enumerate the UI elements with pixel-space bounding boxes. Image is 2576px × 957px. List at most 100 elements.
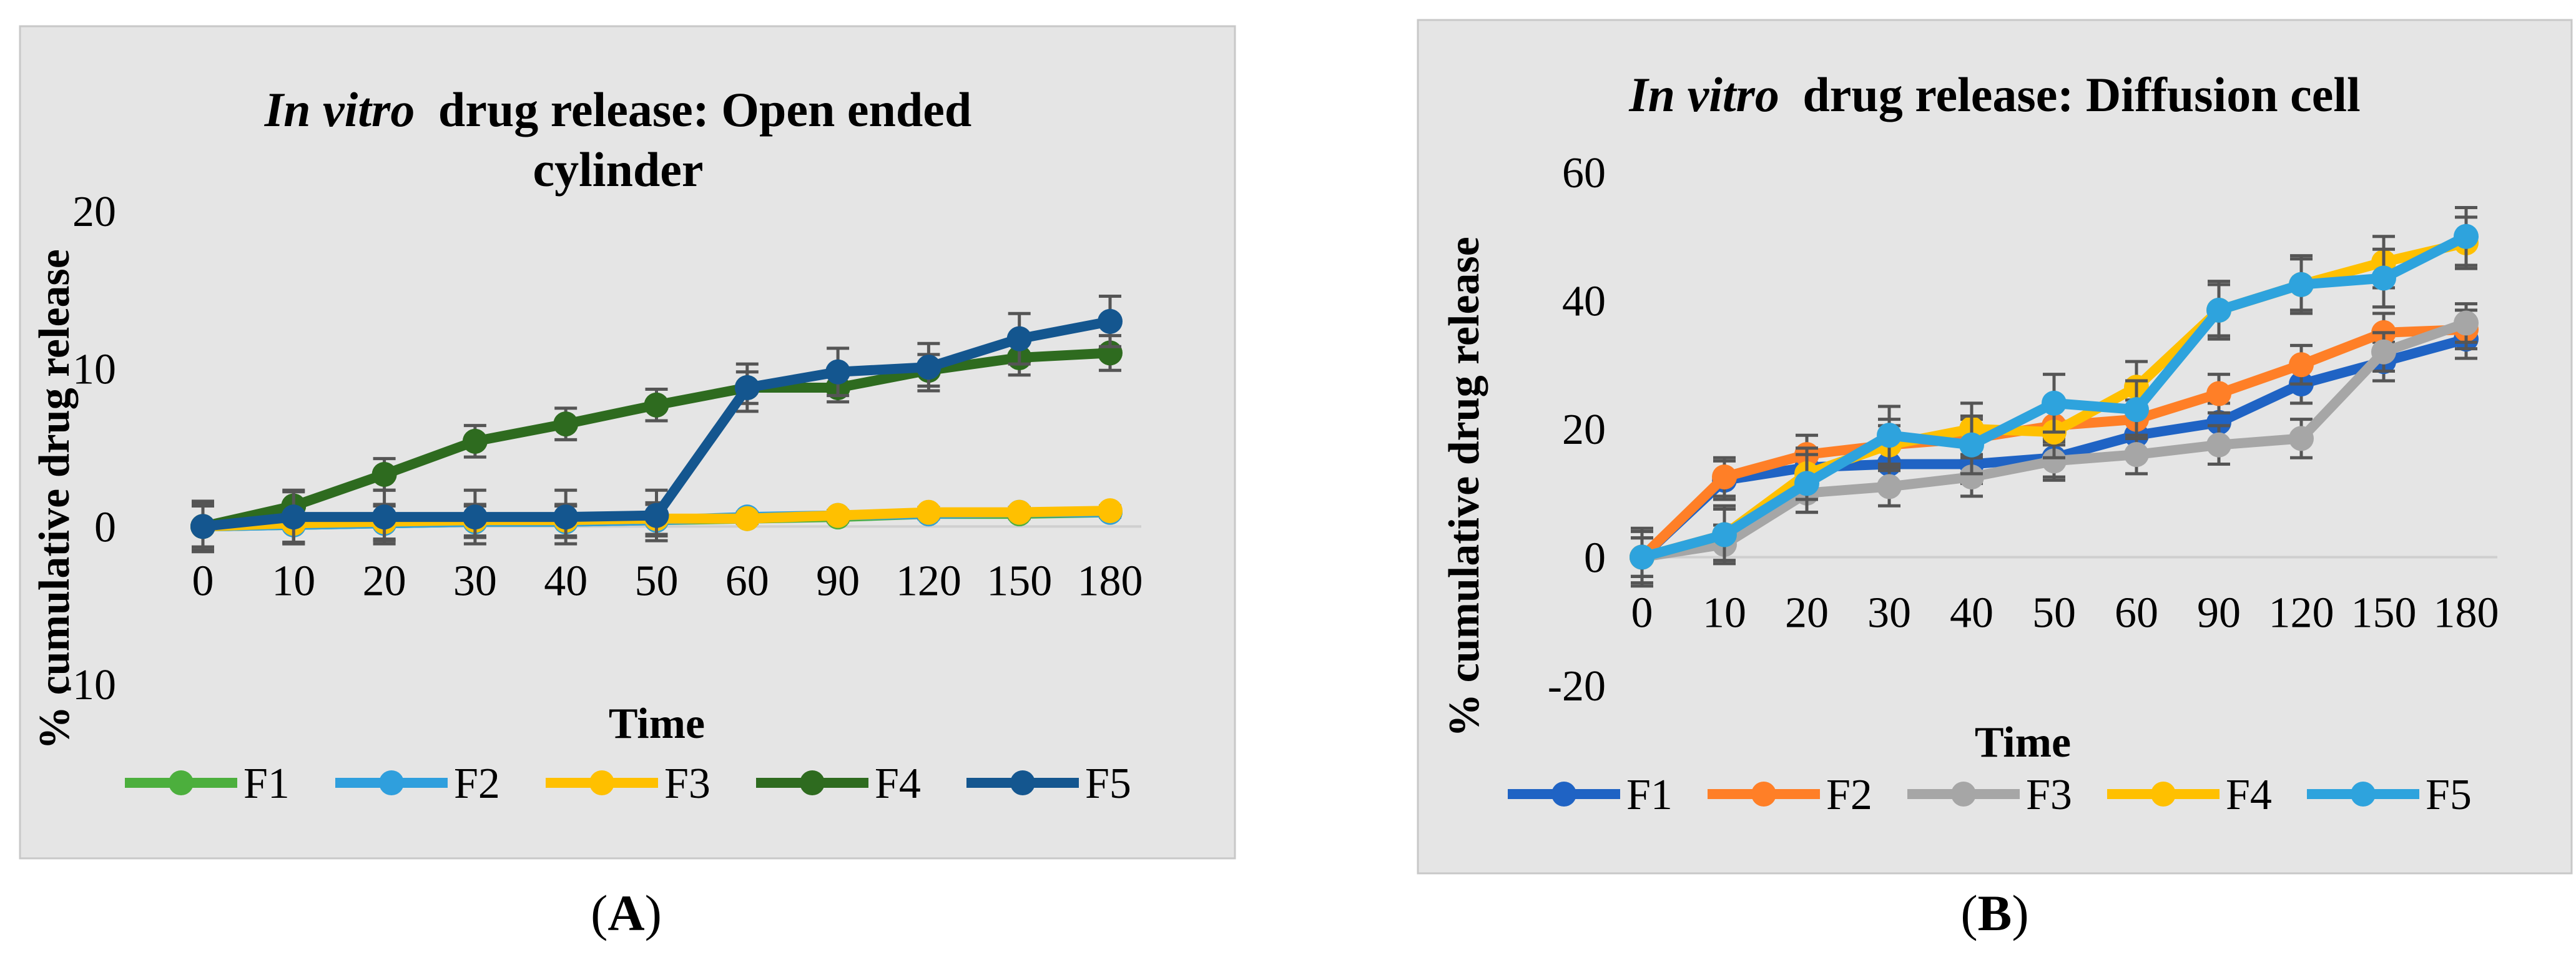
a-point-f4 xyxy=(553,411,579,437)
b-point-f3 xyxy=(2454,310,2479,336)
b-point-f2 xyxy=(2206,381,2231,406)
a-x-tick-label: 30 xyxy=(453,557,497,605)
b-point-f5 xyxy=(1794,471,1819,496)
b-legend-item-f4: F4 xyxy=(2107,771,2272,819)
b-legend-marker xyxy=(1751,782,1776,807)
a-legend-item-f1: F1 xyxy=(125,760,290,808)
panel-a-plot: -10 0 10 20 0 10 20 30 40 50 60 90 120 150 180 xyxy=(58,188,1143,709)
b-legend-label: F1 xyxy=(1626,771,1673,819)
a-point-f3 xyxy=(825,503,851,528)
b-point-f3 xyxy=(2289,426,2314,451)
a-x-tick-label: 90 xyxy=(816,557,860,605)
a-legend-marker xyxy=(589,770,614,795)
b-series-f5 xyxy=(1630,206,2479,588)
panel-a-title-rest: drug release: Open ended xyxy=(438,82,971,137)
b-point-f1 xyxy=(2206,410,2231,435)
b-point-f5 xyxy=(1712,522,1737,547)
a-x-tick-label: 50 xyxy=(635,557,679,605)
a-legend-label: F4 xyxy=(875,760,921,808)
a-point-f5 xyxy=(371,504,397,530)
panel-a-caption-letter: A xyxy=(607,885,644,941)
a-point-f5 xyxy=(916,355,941,380)
b-y-tick-label: 60 xyxy=(1562,149,1606,197)
b-y-tick-label: 0 xyxy=(1584,534,1606,582)
a-series-f5 xyxy=(190,294,1123,554)
b-legend-marker xyxy=(2351,782,2376,807)
b-point-f3 xyxy=(2124,442,2149,468)
b-x-tick-label: 180 xyxy=(2434,589,2499,637)
b-legend-marker xyxy=(1951,782,1976,807)
a-point-f3 xyxy=(734,506,760,531)
a-legend-label: F1 xyxy=(243,760,290,808)
a-legend-marker xyxy=(800,770,825,795)
b-legend-marker xyxy=(1551,782,1576,807)
b-legend-item-f5: F5 xyxy=(2307,771,2472,819)
panel-b-title: In vitro drug release: Diffusion cell xyxy=(1628,67,2360,122)
panel-b-y-axis-label: % cumulative drug release xyxy=(1440,237,1488,737)
b-point-f5 xyxy=(1877,423,1902,448)
a-legend-label: F5 xyxy=(1085,760,1131,808)
b-point-f3 xyxy=(2371,339,2396,365)
a-point-f5 xyxy=(190,514,215,539)
b-point-f2 xyxy=(1712,464,1737,490)
b-point-f5 xyxy=(1630,544,1654,570)
a-legend-item-f4: F4 xyxy=(756,760,921,808)
a-legend-label: F2 xyxy=(454,760,500,808)
a-y-tick-label: 0 xyxy=(94,503,116,551)
b-x-tick-label: 0 xyxy=(1631,589,1653,637)
a-x-tick-label: 0 xyxy=(192,557,214,605)
a-point-f5 xyxy=(825,359,851,385)
a-x-tick-label: 150 xyxy=(986,557,1052,605)
b-y-tick-label: -20 xyxy=(1548,662,1606,710)
b-point-f5 xyxy=(2124,397,2149,423)
b-x-tick-label: 40 xyxy=(1950,589,1993,637)
b-x-tick-label: 60 xyxy=(2115,589,2158,637)
b-legend-item-f3: F3 xyxy=(1907,771,2072,819)
b-x-tick-label: 90 xyxy=(2197,589,2241,637)
a-point-f3 xyxy=(1006,499,1032,525)
b-point-f2 xyxy=(2289,352,2314,378)
b-legend-marker xyxy=(2151,782,2176,807)
b-legend-label: F4 xyxy=(2226,771,2272,819)
a-legend-marker xyxy=(169,770,194,795)
b-point-f3 xyxy=(1959,464,1984,490)
b-point-f5 xyxy=(2042,390,2067,416)
a-point-f5 xyxy=(1098,308,1123,334)
panel-a-legend: F1 F2 F3 F4 F5 xyxy=(125,760,1131,808)
panel-b-legend: F1 F2 F3 F4 F5 xyxy=(1508,771,2472,819)
a-legend-item-f3: F3 xyxy=(546,760,710,808)
panel-b-title-rest: drug release: Diffusion cell xyxy=(1802,67,2360,122)
a-x-tick-label: 120 xyxy=(896,557,961,605)
b-point-f5 xyxy=(1959,432,1984,458)
b-point-f3 xyxy=(2206,432,2231,458)
b-legend-item-f2: F2 xyxy=(1708,771,1872,819)
a-legend-item-f2: F2 xyxy=(335,760,500,808)
b-x-tick-label: 120 xyxy=(2269,589,2334,637)
b-point-f5 xyxy=(2371,265,2396,291)
panel-b-plot: -20 0 20 40 60 0 10 20 30 40 50 60 90 120 150 180 xyxy=(1548,149,2499,710)
panel-a-y-axis-label: % cumulative drug release xyxy=(31,249,79,750)
panel-a-title: In vitro drug release: Open ended xyxy=(264,82,971,137)
a-x-tick-label: 20 xyxy=(363,557,406,605)
a-legend-label: F3 xyxy=(664,760,710,808)
panel-a-title-line2: cylinder xyxy=(533,142,704,197)
panel-b-x-axis-label: Time xyxy=(1975,719,2071,767)
panel-b: In vitro drug release: Diffusion cell -2… xyxy=(1417,19,2573,875)
b-point-f3 xyxy=(2042,448,2067,474)
b-point-f5 xyxy=(2206,297,2231,323)
a-point-f5 xyxy=(281,504,307,530)
b-point-f5 xyxy=(2454,223,2479,249)
b-y-tick-label: 20 xyxy=(1562,406,1606,454)
panel-a-title-italic: In vitro xyxy=(264,82,415,137)
b-y-tick-label: 40 xyxy=(1562,278,1606,326)
panel-a-background xyxy=(19,25,1236,860)
b-x-tick-label: 10 xyxy=(1703,589,1746,637)
b-point-f5 xyxy=(2289,272,2314,297)
panel-b-caption-letter: B xyxy=(1978,885,2012,941)
b-x-tick-label: 20 xyxy=(1785,589,1829,637)
panel-a-x-axis-label: Time xyxy=(609,700,705,748)
b-legend-label: F2 xyxy=(1826,771,1872,819)
a-x-tick-label: 10 xyxy=(272,557,315,605)
a-point-f5 xyxy=(462,504,488,530)
